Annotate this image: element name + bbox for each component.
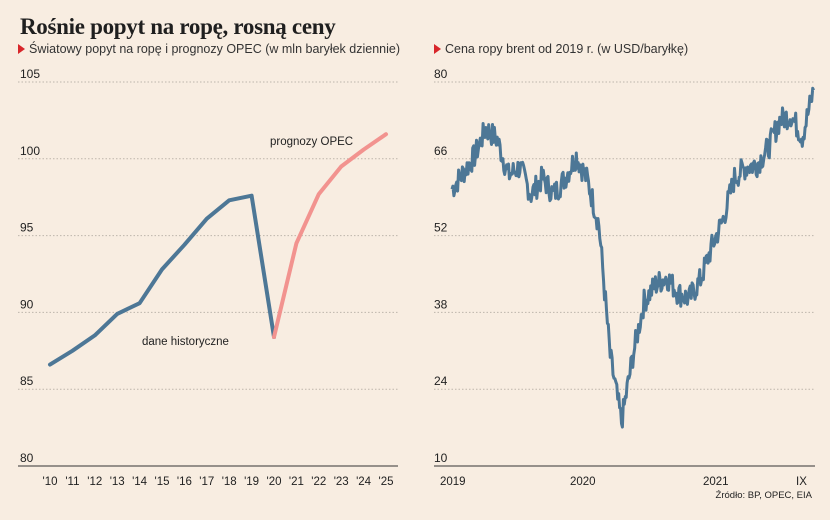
series-line bbox=[450, 86, 815, 429]
x-tick-label: '18 bbox=[222, 476, 237, 488]
x-tick-label: '22 bbox=[311, 476, 326, 488]
right-chart-subtitle: Cena ropy brent od 2019 r. (w USD/baryłk… bbox=[434, 42, 688, 56]
x-tick-label: 2020 bbox=[570, 476, 596, 488]
chart-title: Rośnie popyt na ropę, rosną ceny bbox=[20, 14, 336, 39]
x-tick-label: '21 bbox=[289, 476, 304, 488]
y-tick-label: 66 bbox=[434, 144, 448, 158]
y-tick-label: 90 bbox=[20, 297, 34, 311]
oil-demand-chart: 80 85 90 95 100 105 '10 '11 '12 '13 '14 '15 '16 '17 '1… bbox=[18, 67, 398, 488]
x-tick-label: IX bbox=[796, 476, 807, 488]
series-line bbox=[272, 132, 388, 339]
x-tick-label: '13 bbox=[110, 476, 125, 488]
left-subtitle-text: Światowy popyt na ropę i prognozy OPEC (… bbox=[29, 42, 401, 56]
x-tick-label: '19 bbox=[244, 476, 259, 488]
series-label: prognozy OPEC bbox=[270, 136, 353, 148]
x-tick-label: '17 bbox=[199, 476, 214, 488]
triangle-marker-icon bbox=[434, 44, 441, 54]
x-tick-label: '12 bbox=[87, 476, 102, 488]
x-tick-label: '16 bbox=[177, 476, 192, 488]
x-tick-label: '25 bbox=[379, 476, 394, 488]
y-tick-label: 95 bbox=[20, 221, 34, 235]
x-tick-label: 2021 bbox=[703, 476, 729, 488]
x-tick-label: '24 bbox=[356, 476, 372, 488]
x-tick-label: '11 bbox=[65, 476, 79, 488]
series-label: dane historyczne bbox=[142, 336, 229, 348]
y-tick-label: 100 bbox=[20, 144, 40, 158]
x-tick-label: '20 bbox=[267, 476, 282, 488]
y-tick-label: 80 bbox=[20, 451, 34, 465]
y-tick-label: 52 bbox=[434, 221, 448, 235]
triangle-marker-icon bbox=[18, 44, 25, 54]
x-tick-label: 2019 bbox=[440, 476, 466, 488]
left-chart-subtitle: Światowy popyt na ropę i prognozy OPEC (… bbox=[18, 42, 400, 56]
y-tick-label: 24 bbox=[434, 374, 448, 388]
y-tick-label: 10 bbox=[434, 451, 448, 465]
brent-price-chart: 10 24 38 52 66 80 2019 2020 2021 IX bbox=[434, 67, 815, 488]
x-tick-label: '23 bbox=[334, 476, 349, 488]
x-tick-label: '10 bbox=[43, 476, 58, 488]
y-tick-label: 105 bbox=[20, 67, 40, 81]
right-subtitle-text: Cena ropy brent od 2019 r. (w USD/baryłk… bbox=[445, 42, 689, 56]
y-tick-label: 38 bbox=[434, 297, 448, 311]
y-tick-label: 80 bbox=[434, 67, 448, 81]
x-tick-label: '15 bbox=[155, 476, 170, 488]
source-note: Źródło: BP, OPEC, EIA bbox=[715, 490, 812, 501]
y-tick-label: 85 bbox=[20, 374, 34, 388]
x-tick-label: '14 bbox=[132, 476, 148, 488]
